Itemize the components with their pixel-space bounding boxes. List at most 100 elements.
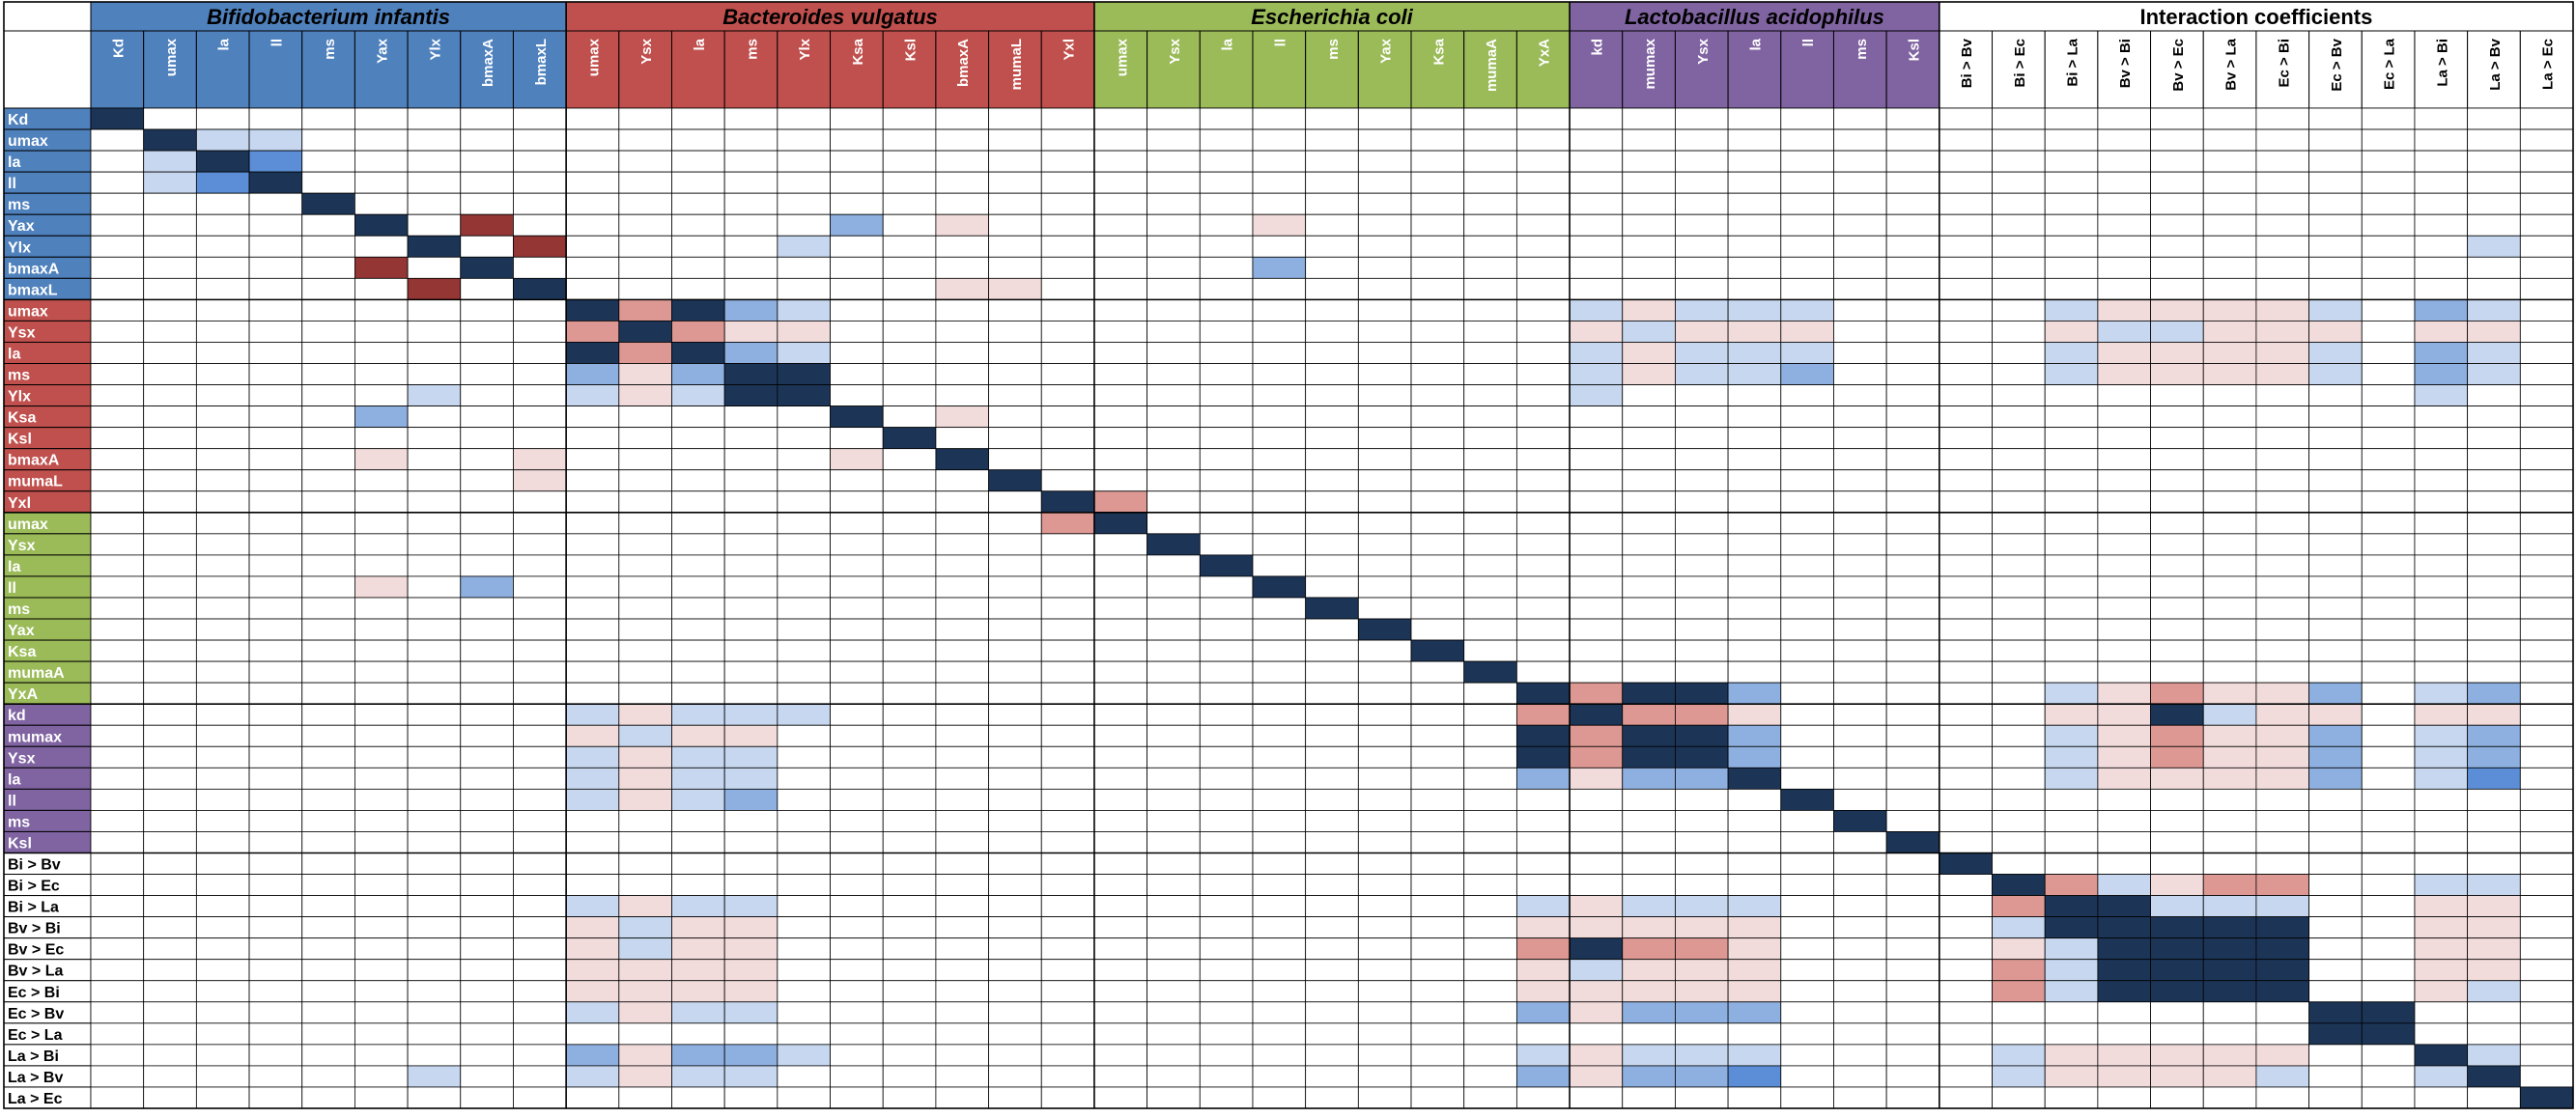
heatmap-cell (618, 788, 672, 811)
heatmap-cell (90, 490, 145, 514)
heatmap-cell (1992, 874, 2046, 896)
heatmap-cell (460, 490, 514, 514)
row-header-label: la (8, 154, 20, 171)
heatmap-cell (1992, 703, 2046, 726)
heatmap-cell (407, 745, 462, 769)
column-header-label: ms (322, 39, 338, 60)
heatmap-cell (2414, 448, 2469, 471)
heatmap-cell (407, 405, 462, 429)
heatmap-cell (90, 852, 145, 875)
heatmap-cell (2467, 490, 2521, 514)
heatmap-cell (2150, 1001, 2204, 1024)
heatmap-cell (513, 533, 567, 556)
heatmap-cell (988, 277, 1042, 300)
column-header-label: Ksl (903, 39, 920, 61)
heatmap-cell (1146, 448, 1201, 471)
heatmap-cell (1463, 235, 1517, 258)
heatmap-cell (2467, 1065, 2521, 1088)
heatmap-cell (2150, 171, 2204, 194)
heatmap-cell (565, 533, 620, 556)
heatmap-cell (2361, 321, 2416, 343)
heatmap-cell (618, 682, 672, 705)
heatmap-cell (195, 831, 250, 853)
heatmap-cell (143, 533, 197, 556)
heatmap-cell (618, 852, 672, 875)
heatmap-cell (1410, 554, 1465, 577)
heatmap-cell (1885, 490, 1940, 514)
heatmap-cell (1727, 321, 1782, 343)
row-header-label: Yax (8, 623, 35, 639)
heatmap-cell (2361, 256, 2416, 279)
heatmap-cell (882, 512, 937, 535)
heatmap-cell (830, 490, 884, 514)
heatmap-cell (1515, 1044, 1571, 1067)
heatmap-cell (935, 916, 989, 939)
heatmap-cell (830, 682, 884, 705)
heatmap-cell (2308, 1022, 2363, 1046)
column-header-cell (1410, 30, 1465, 109)
heatmap-cell (2044, 1044, 2099, 1067)
heatmap-cell (1252, 1065, 1307, 1088)
heatmap-cell (882, 405, 937, 429)
heatmap-cell (1410, 448, 1465, 471)
heatmap-cell (2255, 213, 2309, 237)
heatmap-cell (90, 959, 145, 982)
heatmap-cell (1040, 1001, 1095, 1024)
heatmap-cell (1675, 703, 1729, 726)
heatmap-cell (2467, 767, 2521, 790)
heatmap-cell (1093, 831, 1148, 853)
heatmap-cell (513, 980, 567, 1003)
heatmap-cell (1463, 469, 1517, 492)
heatmap-cell (301, 682, 355, 705)
row-header-cell (3, 171, 92, 194)
heatmap-cell (2467, 682, 2521, 705)
heatmap-cell (2150, 128, 2204, 152)
heatmap-cell (988, 448, 1042, 471)
heatmap-cell (301, 660, 355, 684)
heatmap-cell (2308, 959, 2363, 982)
row-header-label: ms (8, 368, 30, 384)
heatmap-cell (618, 937, 672, 961)
heatmap-cell (1939, 895, 1993, 918)
heatmap-cell (1463, 427, 1517, 450)
heatmap-cell (830, 150, 884, 173)
heatmap-cell (143, 810, 197, 832)
heatmap-cell (1833, 852, 1887, 875)
heatmap-cell (195, 895, 250, 918)
heatmap-cell (407, 321, 462, 343)
heatmap-cell (1833, 1001, 1887, 1024)
heatmap-cell (143, 618, 197, 641)
heatmap-cell (1622, 597, 1676, 620)
heatmap-cell (1515, 321, 1571, 343)
heatmap-cell (407, 512, 462, 535)
heatmap-cell (1463, 1001, 1517, 1024)
heatmap-cell (565, 895, 620, 918)
heatmap-cell (1146, 1022, 1201, 1046)
heatmap-cell (354, 171, 409, 194)
heatmap-cell (2044, 660, 2099, 684)
heatmap-cell (618, 192, 672, 215)
heatmap-cell (2414, 384, 2469, 406)
heatmap-cell (513, 1086, 567, 1109)
heatmap-cell (513, 405, 567, 429)
heatmap-cell (1622, 1001, 1676, 1024)
heatmap-cell (988, 235, 1042, 258)
heatmap-cell (2255, 959, 2309, 982)
heatmap-cell (777, 959, 831, 982)
heatmap-cell (565, 639, 620, 662)
heatmap-cell (143, 575, 197, 599)
heatmap-cell (1515, 342, 1571, 364)
heatmap-cell (1780, 533, 1834, 556)
heatmap-cell (1199, 235, 1254, 258)
heatmap-cell (723, 213, 778, 237)
heatmap-cell (90, 639, 145, 662)
heatmap-cell (2097, 767, 2151, 790)
heatmap-cell (777, 852, 831, 875)
column-header-cell (777, 30, 832, 109)
heatmap-cell (1727, 150, 1782, 173)
heatmap-cell (1675, 490, 1729, 514)
heatmap-cell (1463, 363, 1517, 385)
heatmap-cell (1622, 639, 1676, 662)
heatmap-cell (1515, 1022, 1571, 1046)
column-header-label: Yax (375, 38, 391, 64)
